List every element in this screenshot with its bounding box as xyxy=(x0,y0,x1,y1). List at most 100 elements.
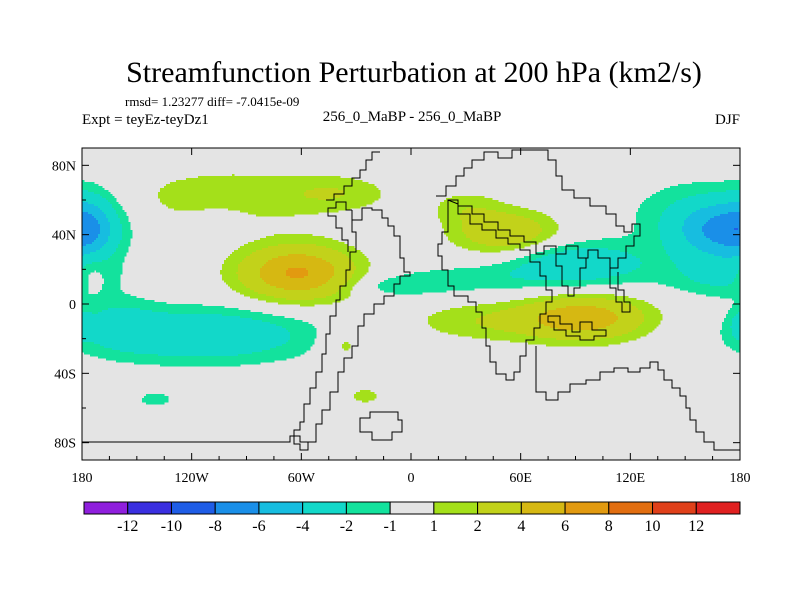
contour-cell xyxy=(102,274,121,277)
contour-cell xyxy=(168,206,361,209)
contour-cell xyxy=(176,180,363,183)
contour-cell xyxy=(82,248,101,251)
contour-cell xyxy=(88,212,105,215)
contour-cell xyxy=(642,310,661,313)
contour-cell xyxy=(82,320,263,323)
contour-cell xyxy=(92,262,123,265)
contour-cell xyxy=(658,222,685,225)
contour-cell xyxy=(338,290,351,293)
contour-fill xyxy=(82,174,740,405)
contour-cell xyxy=(460,216,525,219)
contour-cell xyxy=(300,304,315,307)
contour-cell xyxy=(700,208,740,211)
contour-cell xyxy=(734,300,740,303)
contour-cell xyxy=(258,292,337,295)
contour-cell xyxy=(536,252,557,255)
contour-cell xyxy=(664,188,740,191)
contour-cell xyxy=(670,186,740,189)
contour-cell xyxy=(352,276,363,279)
contour-cell xyxy=(242,260,269,263)
contour-cell xyxy=(614,312,643,315)
contour-cell xyxy=(470,238,533,241)
contour-cell xyxy=(462,212,507,215)
contour-cell xyxy=(524,304,633,307)
contour-cell xyxy=(544,324,611,327)
contour-cell xyxy=(94,204,113,207)
contour-cell xyxy=(702,250,740,253)
contour-cell xyxy=(118,244,131,247)
contour-cell xyxy=(94,216,107,219)
contour-cell xyxy=(642,202,675,205)
contour-cell xyxy=(82,192,95,195)
x-tick-label: 0 xyxy=(408,471,415,486)
contour-cell xyxy=(332,264,355,267)
contour-cell xyxy=(640,204,671,207)
coastline-africa xyxy=(437,199,553,381)
contour-cell xyxy=(462,246,525,249)
contour-cell xyxy=(524,298,561,301)
contour-cell xyxy=(510,300,545,303)
contour-cell xyxy=(462,226,541,229)
contour-cell xyxy=(644,320,661,323)
contour-cell xyxy=(110,230,123,233)
contour-cell xyxy=(704,234,740,237)
y-tick-label: 80S xyxy=(54,437,76,452)
contour-cell xyxy=(122,230,133,233)
contour-cell xyxy=(732,322,740,325)
contour-cell xyxy=(82,338,291,341)
contour-cell xyxy=(82,184,99,187)
contour-cell xyxy=(466,236,537,239)
contour-cell xyxy=(104,280,121,283)
contour-cell xyxy=(92,214,107,217)
x-tick-label: 60E xyxy=(509,471,532,486)
contour-cell xyxy=(288,268,307,271)
contour-cell xyxy=(82,334,291,337)
contour-cell xyxy=(686,236,707,239)
colorbar: -12 -10 -8 -6 -4 -2 -1 1 2 4 6 8 10 12 xyxy=(83,501,741,535)
contour-cell xyxy=(732,304,740,307)
contour-cell xyxy=(538,222,557,225)
contour-cell xyxy=(642,322,661,325)
contour-cell xyxy=(346,282,357,285)
contour-cell xyxy=(636,328,655,331)
contour-cell xyxy=(538,336,615,339)
contour-cell xyxy=(82,304,203,307)
colorbar-label: -1 xyxy=(383,518,396,535)
contour-cell xyxy=(222,266,239,269)
contour-cell xyxy=(288,330,317,333)
contour-cell xyxy=(684,220,709,223)
contour-cell xyxy=(632,304,653,307)
contour-cell xyxy=(684,274,737,277)
contour-cell xyxy=(356,266,369,269)
contour-cell xyxy=(82,326,283,329)
contour-cell xyxy=(558,328,599,331)
contour-cell xyxy=(168,312,263,315)
contour-cell xyxy=(322,284,345,287)
contour-cell xyxy=(256,214,295,217)
contour-cell xyxy=(328,280,349,283)
contour-cell xyxy=(290,334,317,337)
stats-label: rmsd= 1.23277 diff= -7.0415e-09 xyxy=(125,94,299,109)
contour-cell xyxy=(692,244,725,247)
contour-cell xyxy=(240,292,259,295)
contour-cell xyxy=(686,218,711,221)
contour-cell xyxy=(436,328,495,331)
y-tick-label: 40N xyxy=(52,229,76,244)
contour-cell xyxy=(676,200,740,203)
contour-cell xyxy=(722,322,733,325)
contour-cell xyxy=(250,254,289,257)
contour-cell xyxy=(546,344,609,347)
contour-cell xyxy=(306,254,347,257)
contour-cell xyxy=(722,338,737,341)
contour-cell xyxy=(118,246,129,249)
contour-cell xyxy=(82,218,97,221)
contour-cell xyxy=(442,222,463,225)
contour-cell xyxy=(266,300,341,303)
colorbar-label: -4 xyxy=(296,518,309,535)
x-axis: 180 120W 60W 0 60E 120E 180 xyxy=(72,148,751,486)
contour-cell xyxy=(82,212,89,215)
contour-cell xyxy=(88,202,111,205)
contour-cell xyxy=(104,282,121,285)
contour-cell xyxy=(348,256,367,259)
colorbar-swatch xyxy=(345,501,391,515)
